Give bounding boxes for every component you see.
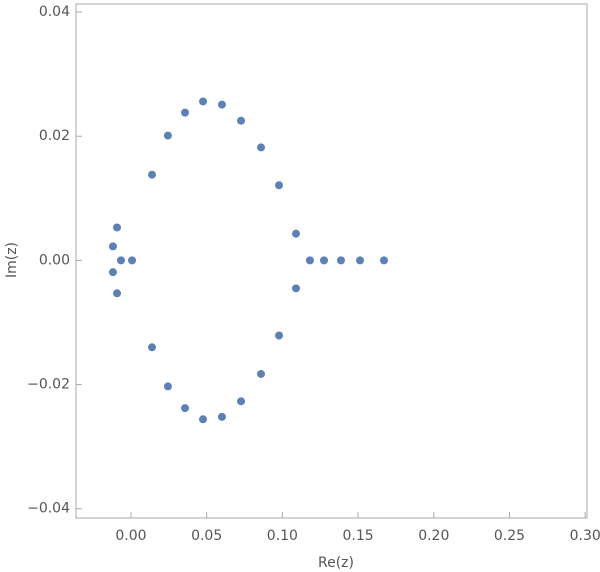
point <box>163 382 172 391</box>
point <box>113 223 122 232</box>
point <box>237 397 246 406</box>
point <box>379 256 388 265</box>
point <box>199 97 208 106</box>
x-tick-label: 0.00 <box>115 528 146 544</box>
point <box>291 229 300 238</box>
point <box>217 412 226 421</box>
point <box>275 331 284 340</box>
y-tick-label: 0.02 <box>39 128 70 144</box>
y-tick-label: −0.04 <box>27 501 70 517</box>
point <box>181 108 190 117</box>
point <box>237 116 246 125</box>
point <box>320 256 329 265</box>
y-tick-label: 0.04 <box>39 4 70 20</box>
point <box>108 268 117 277</box>
point <box>128 256 137 265</box>
point <box>163 131 172 140</box>
point <box>275 181 284 190</box>
point <box>113 289 122 298</box>
y-tick-label: −0.02 <box>27 377 70 393</box>
x-axis-label: Re(z) <box>318 555 354 571</box>
point <box>257 369 266 378</box>
point <box>356 256 365 265</box>
y-tick-label: 0.00 <box>39 252 70 268</box>
point <box>291 284 300 293</box>
x-tick-label: 0.10 <box>267 528 298 544</box>
point <box>148 343 157 352</box>
plot-frame <box>75 3 588 519</box>
x-tick-label: 0.20 <box>418 528 449 544</box>
x-tick-label: 0.05 <box>191 528 222 544</box>
x-tick-label: 0.15 <box>342 528 373 544</box>
point <box>336 256 345 265</box>
x-tick-label: 0.30 <box>570 528 600 544</box>
x-tick-label: 0.25 <box>494 528 525 544</box>
y-axis-label: Im(z) <box>4 242 20 278</box>
point <box>305 256 314 265</box>
point <box>217 100 226 109</box>
point <box>181 404 190 413</box>
point <box>257 143 266 152</box>
point <box>199 415 208 424</box>
point <box>148 170 157 179</box>
point <box>116 256 125 265</box>
point <box>108 242 117 251</box>
